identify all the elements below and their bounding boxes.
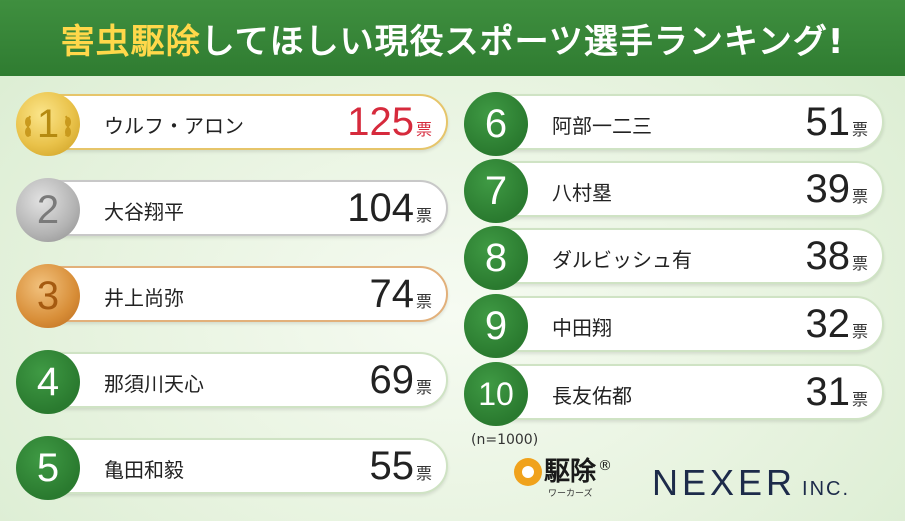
vote-value: 69	[369, 358, 414, 402]
rank-number: 6	[484, 101, 508, 146]
ranking-row-5: 5 亀田和毅 55 票	[16, 436, 448, 500]
vote-unit: 票	[415, 464, 432, 483]
kujo-logo-subtext: ワーカーズ	[548, 489, 593, 499]
rank-number: 1	[36, 101, 60, 146]
vote-unit: 票	[851, 254, 868, 273]
athlete-name: 中田翔	[552, 316, 612, 340]
vote-value: 51	[805, 100, 850, 144]
ranking-row-7: 7 八村塁 39 票	[464, 159, 884, 223]
athlete-name: ダルビッシュ有	[552, 248, 692, 272]
vote-unit: 票	[415, 378, 432, 397]
rank-number: 2	[36, 187, 60, 232]
rank-number: 9	[484, 303, 508, 348]
kujo-logo-text: 駆除	[544, 457, 597, 487]
vote-unit: 票	[851, 390, 868, 409]
vote-unit: 票	[851, 187, 868, 206]
kujo-logo-icon	[514, 458, 542, 486]
rank-badge: 6	[464, 92, 528, 156]
ranking-row-9: 9 中田翔 32 票	[464, 294, 884, 358]
bronze-medal-icon: 3	[16, 264, 80, 328]
vote-unit: 票	[415, 206, 432, 225]
kujo-workers-logo: 駆除 ® ワーカーズ	[514, 457, 613, 499]
vote-value: 38	[805, 234, 850, 278]
rank-badge: 7	[464, 159, 528, 223]
vote-count: 32 票	[805, 302, 868, 346]
ranking-row-4: 4 那須川天心 69 票	[16, 350, 448, 414]
vote-count: 69 票	[369, 358, 432, 402]
athlete-name: 長友佑都	[552, 384, 632, 408]
rank-number: 5	[36, 445, 60, 490]
vote-value: 31	[805, 370, 850, 414]
nexer-logo-inc: INC.	[802, 478, 851, 500]
vote-count: 39 票	[805, 167, 868, 211]
rank-badge: 10	[464, 362, 528, 426]
vote-count: 38 票	[805, 234, 868, 278]
vote-count: 104 票	[347, 186, 432, 230]
vote-unit: 票	[415, 120, 432, 139]
athlete-name: 亀田和毅	[104, 458, 184, 482]
vote-value: 104	[347, 186, 414, 230]
ranking-row-10: 10 長友佑都 31 票	[464, 362, 884, 426]
ranking-row-3: 3 井上尚弥 74 票	[16, 264, 448, 328]
rank-badge: 5	[16, 436, 80, 500]
athlete-name: 大谷翔平	[104, 200, 184, 224]
vote-count: 55 票	[369, 444, 432, 488]
vote-count: 51 票	[805, 100, 868, 144]
vote-unit: 票	[851, 120, 868, 139]
vote-count: 74 票	[369, 272, 432, 316]
athlete-name: 井上尚弥	[104, 286, 184, 310]
ranking-row-8: 8 ダルビッシュ有 38 票	[464, 226, 884, 290]
sample-size-note: (n=1000)	[471, 432, 539, 448]
registered-mark: ®	[598, 458, 613, 474]
nexer-logo-text: NEXER	[652, 462, 797, 503]
rank-number: 8	[484, 235, 508, 280]
rank-number: 4	[36, 359, 60, 404]
rank-badge: 9	[464, 294, 528, 358]
silver-medal-icon: 2	[16, 178, 80, 242]
vote-value: 125	[347, 100, 414, 144]
athlete-name: 那須川天心	[104, 372, 204, 396]
rank-number: 7	[484, 168, 508, 213]
vote-value: 55	[369, 444, 414, 488]
rank-badge: 8	[464, 226, 528, 290]
athlete-name: 八村塁	[552, 181, 612, 205]
vote-unit: 票	[415, 292, 432, 311]
vote-value: 39	[805, 167, 850, 211]
vote-count: 125 票	[347, 100, 432, 144]
vote-value: 74	[369, 272, 414, 316]
vote-value: 32	[805, 302, 850, 346]
vote-unit: 票	[851, 322, 868, 341]
rank-number: 10	[478, 375, 514, 412]
gold-medal-icon: 1	[16, 92, 80, 156]
ranking-row-1: 1 ウルフ・アロン 125 票	[16, 92, 448, 156]
title-text: してほしい現役スポーツ選手ランキング!	[200, 21, 845, 62]
ranking-row-6: 6 阿部一二三 51 票	[464, 92, 884, 156]
title-highlight: 害虫駆除	[60, 21, 201, 62]
title-banner: 害虫駆除 してほしい現役スポーツ選手ランキング!	[0, 0, 905, 76]
nexer-logo: NEXER INC.	[652, 463, 850, 509]
ranking-row-2: 2 大谷翔平 104 票	[16, 178, 448, 242]
rank-number: 3	[36, 273, 60, 318]
vote-count: 31 票	[805, 370, 868, 414]
athlete-name: 阿部一二三	[552, 114, 652, 138]
rank-badge: 4	[16, 350, 80, 414]
athlete-name: ウルフ・アロン	[104, 114, 244, 138]
